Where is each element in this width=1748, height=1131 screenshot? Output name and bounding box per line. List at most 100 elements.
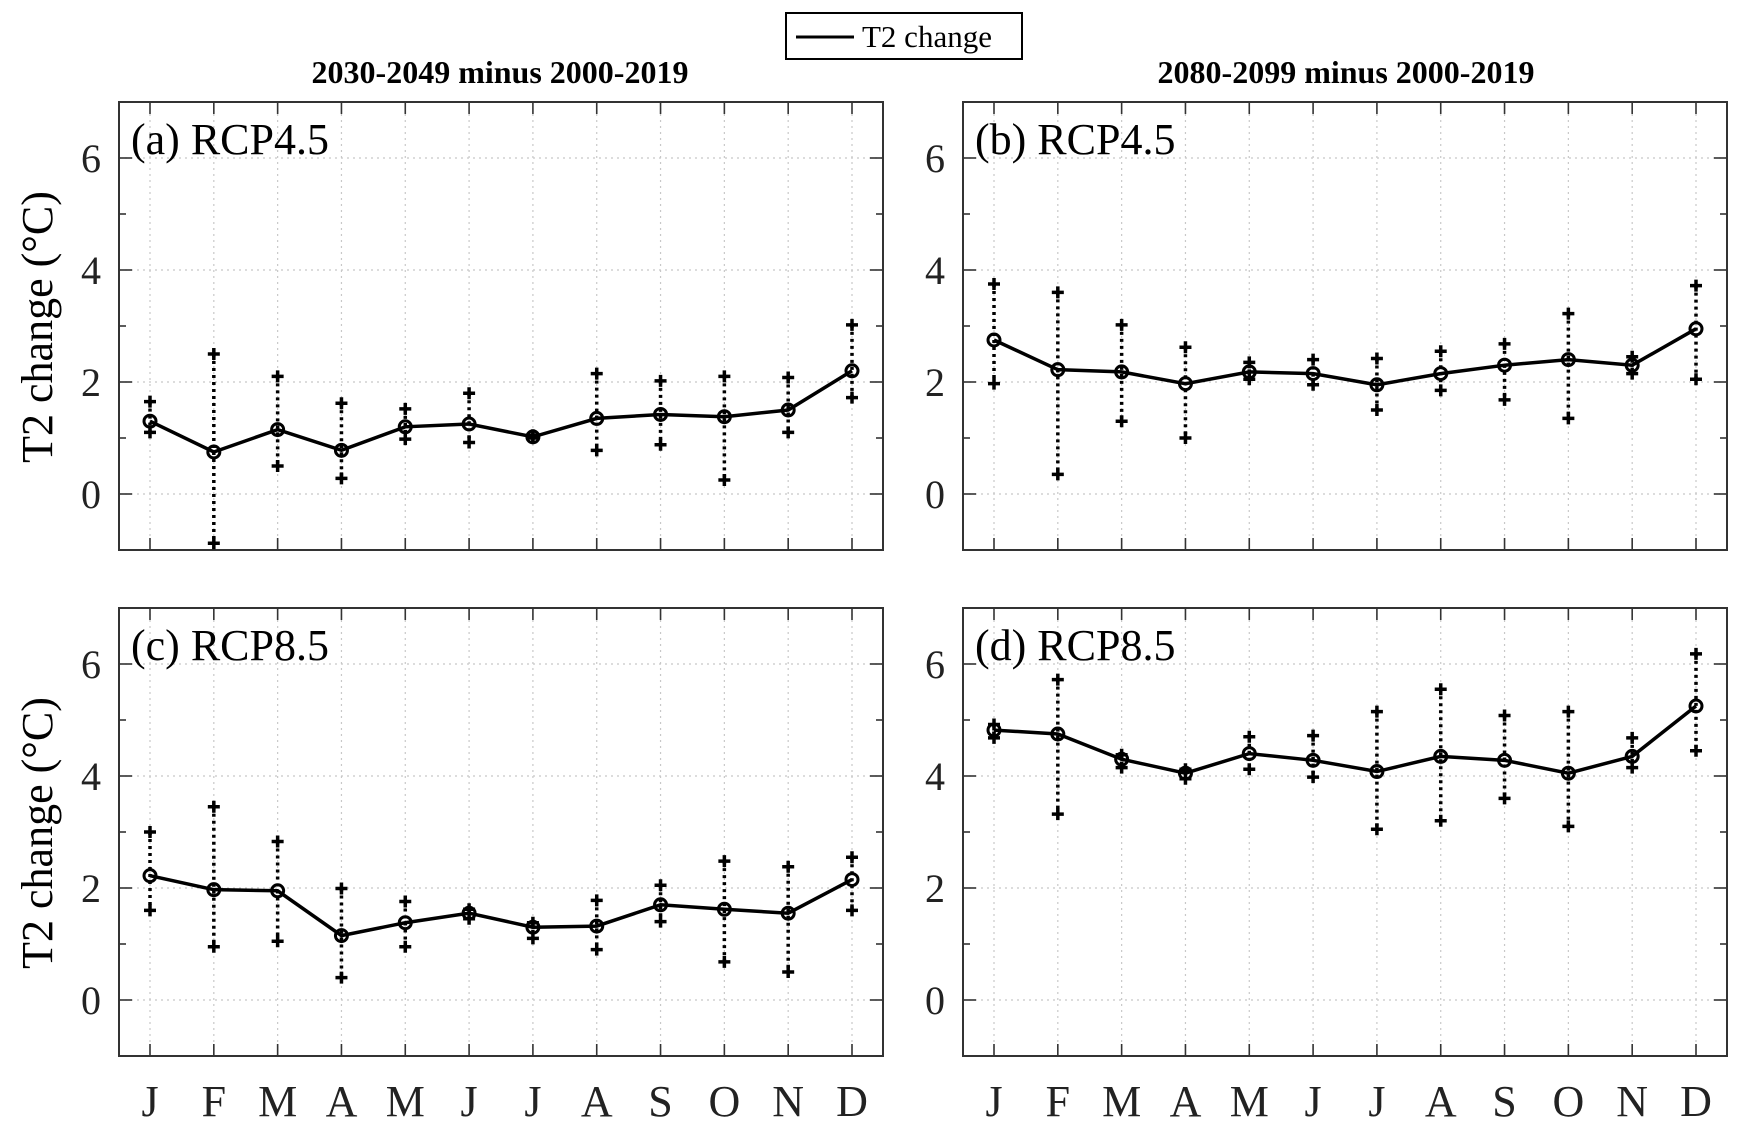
data-point xyxy=(986,332,1002,348)
x-tick-label: M xyxy=(258,1077,297,1126)
max-marker xyxy=(1051,673,1064,686)
max-marker xyxy=(399,402,412,415)
data-point xyxy=(1369,377,1385,393)
series-line xyxy=(149,873,853,938)
y-tick-label: 4 xyxy=(925,248,945,293)
data-point xyxy=(1241,364,1257,380)
data-point xyxy=(1433,366,1449,382)
data-point xyxy=(461,416,477,432)
min-marker xyxy=(1115,415,1128,428)
data-point xyxy=(844,872,860,888)
x-tick-label: J xyxy=(1368,1077,1385,1126)
y-tick-label: 4 xyxy=(81,248,101,293)
data-point xyxy=(142,868,158,884)
data-point xyxy=(1560,765,1576,781)
x-tick-label: S xyxy=(1492,1077,1516,1126)
min-marker xyxy=(1690,373,1702,386)
data-point xyxy=(206,444,222,460)
data-point xyxy=(1497,752,1513,768)
data-point xyxy=(1688,698,1704,714)
max-marker xyxy=(271,370,284,383)
x-tick-label: J xyxy=(524,1077,541,1126)
min-marker xyxy=(1051,468,1064,481)
max-marker xyxy=(1243,730,1256,743)
min-marker xyxy=(1370,823,1383,836)
max-marker xyxy=(1434,683,1447,696)
max-marker xyxy=(782,371,795,384)
min-marker xyxy=(1434,814,1447,827)
panel-1: 0 2 4 6 (a) RCP4.5 xyxy=(81,101,884,551)
min-marker xyxy=(1370,404,1383,416)
min-marker xyxy=(1498,393,1511,406)
max-marker xyxy=(335,397,348,410)
x-tick-label: J xyxy=(985,1077,1002,1126)
max-marker xyxy=(463,387,476,400)
min-marker xyxy=(207,537,220,550)
data-point xyxy=(333,442,349,458)
min-marker xyxy=(1307,771,1320,784)
x-tick-label: N xyxy=(772,1077,804,1126)
series-line xyxy=(993,704,1698,776)
min-marker xyxy=(463,436,476,449)
min-marker xyxy=(1115,761,1128,774)
x-tick-label: F xyxy=(1046,1077,1070,1126)
panel-label: (a) RCP4.5 xyxy=(131,115,329,164)
data-point xyxy=(1624,357,1640,373)
max-marker xyxy=(718,370,731,383)
x-tick-label: N xyxy=(1616,1077,1648,1126)
max-marker xyxy=(144,826,156,838)
min-marker xyxy=(1562,412,1575,425)
data-point xyxy=(1305,752,1321,768)
max-marker xyxy=(1370,352,1383,365)
legend-label: T2 change xyxy=(862,19,992,54)
min-marker xyxy=(654,438,667,451)
data-point xyxy=(653,897,669,913)
axes-frame xyxy=(962,607,1728,1057)
y-axis-label-bottom: T2 change (°C) xyxy=(13,697,62,969)
x-tick-label: O xyxy=(1552,1077,1584,1126)
panel-label: (d) RCP8.5 xyxy=(975,621,1175,670)
min-marker xyxy=(1243,763,1256,776)
data-point xyxy=(1241,746,1257,762)
x-tick-label: J xyxy=(1305,1077,1322,1126)
max-marker xyxy=(1690,279,1702,292)
max-marker xyxy=(654,879,667,892)
column-title-right: 2080-2099 minus 2000-2019 xyxy=(1158,54,1535,90)
min-marker xyxy=(1498,792,1511,805)
column-title-left: 2030-2049 minus 2000-2019 xyxy=(312,54,689,90)
min-marker xyxy=(1051,808,1064,821)
max-marker xyxy=(271,835,284,848)
data-point xyxy=(1624,748,1640,764)
min-marker xyxy=(207,940,220,953)
data-point xyxy=(206,882,222,898)
data-point xyxy=(1560,352,1576,368)
x-tick-label: A xyxy=(1170,1077,1202,1126)
max-marker xyxy=(1562,705,1575,718)
min-marker xyxy=(846,904,858,917)
data-point xyxy=(525,919,541,935)
data-point xyxy=(716,409,732,425)
y-tick-label: 6 xyxy=(925,136,945,181)
axes-frame xyxy=(118,607,884,1057)
data-point xyxy=(270,422,286,438)
max-marker xyxy=(144,395,156,408)
legend: T2 change xyxy=(785,12,1023,60)
panel-2: 0 2 4 6 (b) RCP4.5 xyxy=(925,101,1728,551)
y-tick-label: 0 xyxy=(81,978,101,1023)
max-marker xyxy=(846,851,858,864)
data-point xyxy=(589,918,605,934)
panel-label: (b) RCP4.5 xyxy=(975,115,1175,164)
min-marker xyxy=(590,943,603,956)
data-point xyxy=(716,901,732,917)
max-marker xyxy=(718,855,731,868)
min-marker xyxy=(1690,744,1702,757)
data-point xyxy=(653,406,669,422)
min-marker xyxy=(271,935,284,948)
y-tick-label: 4 xyxy=(81,754,101,799)
max-marker xyxy=(1498,709,1511,722)
x-tick-label: A xyxy=(326,1077,358,1126)
x-tick-label: O xyxy=(708,1077,740,1126)
data-point xyxy=(397,915,413,931)
